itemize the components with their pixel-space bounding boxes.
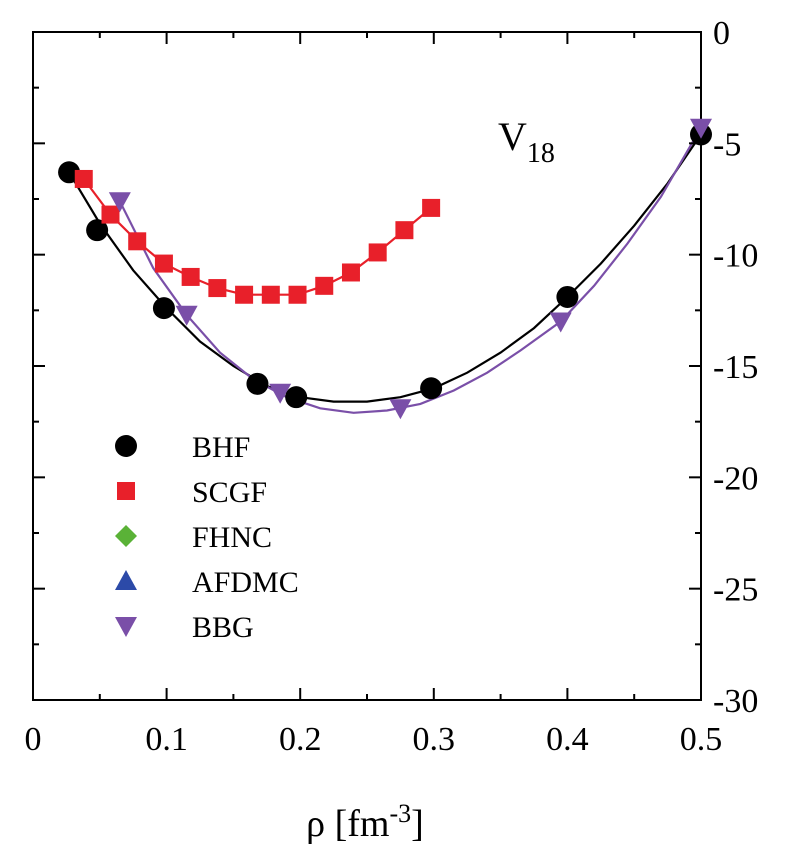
legend-scgf-marker xyxy=(117,482,135,500)
y-tick-label: -5 xyxy=(713,126,741,163)
bhf-point xyxy=(58,161,81,184)
x-tick-label: 0.4 xyxy=(546,721,589,758)
y-tick-label: -10 xyxy=(713,238,758,275)
x-tick-label: 0 xyxy=(25,721,42,758)
y-tick-label: -15 xyxy=(713,349,758,386)
x-tick-label: 0.3 xyxy=(413,721,456,758)
scgf-point xyxy=(315,276,334,295)
bhf-point xyxy=(86,219,109,242)
x-tick-label: 0.2 xyxy=(279,721,322,758)
bbg-curve xyxy=(118,127,702,414)
legend-afdmc-marker xyxy=(115,570,137,590)
y-tick-label: -30 xyxy=(713,683,758,720)
bhf-point xyxy=(285,386,308,409)
scgf-point xyxy=(235,285,254,304)
legend-bbg-label: BBG xyxy=(192,611,254,644)
bbg-point xyxy=(269,383,292,404)
bhf-point xyxy=(556,285,579,308)
legend-scgf-label: SCGF xyxy=(192,476,267,509)
scgf-point xyxy=(288,285,307,304)
y-tick-label: 0 xyxy=(713,15,730,52)
scgf-point xyxy=(368,243,387,262)
bhf-point xyxy=(420,377,443,400)
scgf-point xyxy=(154,254,173,273)
y-tick-label: -20 xyxy=(713,460,758,497)
scgf-point xyxy=(395,221,414,240)
plot-frame xyxy=(32,31,702,701)
bbg-point xyxy=(549,312,572,333)
legend-fhnc-label: FHNC xyxy=(192,521,272,554)
scgf-point xyxy=(181,267,200,286)
y-tick-label: -25 xyxy=(713,572,758,609)
bbg-point xyxy=(175,305,198,326)
scgf-point xyxy=(208,279,227,298)
x-tick-label: 0.5 xyxy=(680,721,723,758)
scgf-point xyxy=(341,263,360,282)
bhf-point xyxy=(246,372,269,395)
scgf-point xyxy=(128,232,147,251)
bbg-point xyxy=(108,192,131,213)
bhf-point xyxy=(152,297,175,320)
x-tick-label: 0.1 xyxy=(145,721,188,758)
bbg-point xyxy=(690,118,712,139)
legend-bhf-marker xyxy=(115,435,137,457)
x-axis-title: ρ [fm-3] xyxy=(306,799,424,845)
scgf-point xyxy=(74,169,93,188)
scgf-point xyxy=(422,198,441,217)
bbg-point xyxy=(389,399,412,420)
legend-afdmc-label: AFDMC xyxy=(192,566,299,599)
legend-bhf-label: BHF xyxy=(192,431,250,464)
scgf-point xyxy=(101,205,120,224)
scgf-point xyxy=(261,285,280,304)
potential-annotation: V18 xyxy=(498,114,555,169)
legend-bbg-marker xyxy=(115,617,137,637)
legend-fhnc-marker xyxy=(115,525,137,547)
